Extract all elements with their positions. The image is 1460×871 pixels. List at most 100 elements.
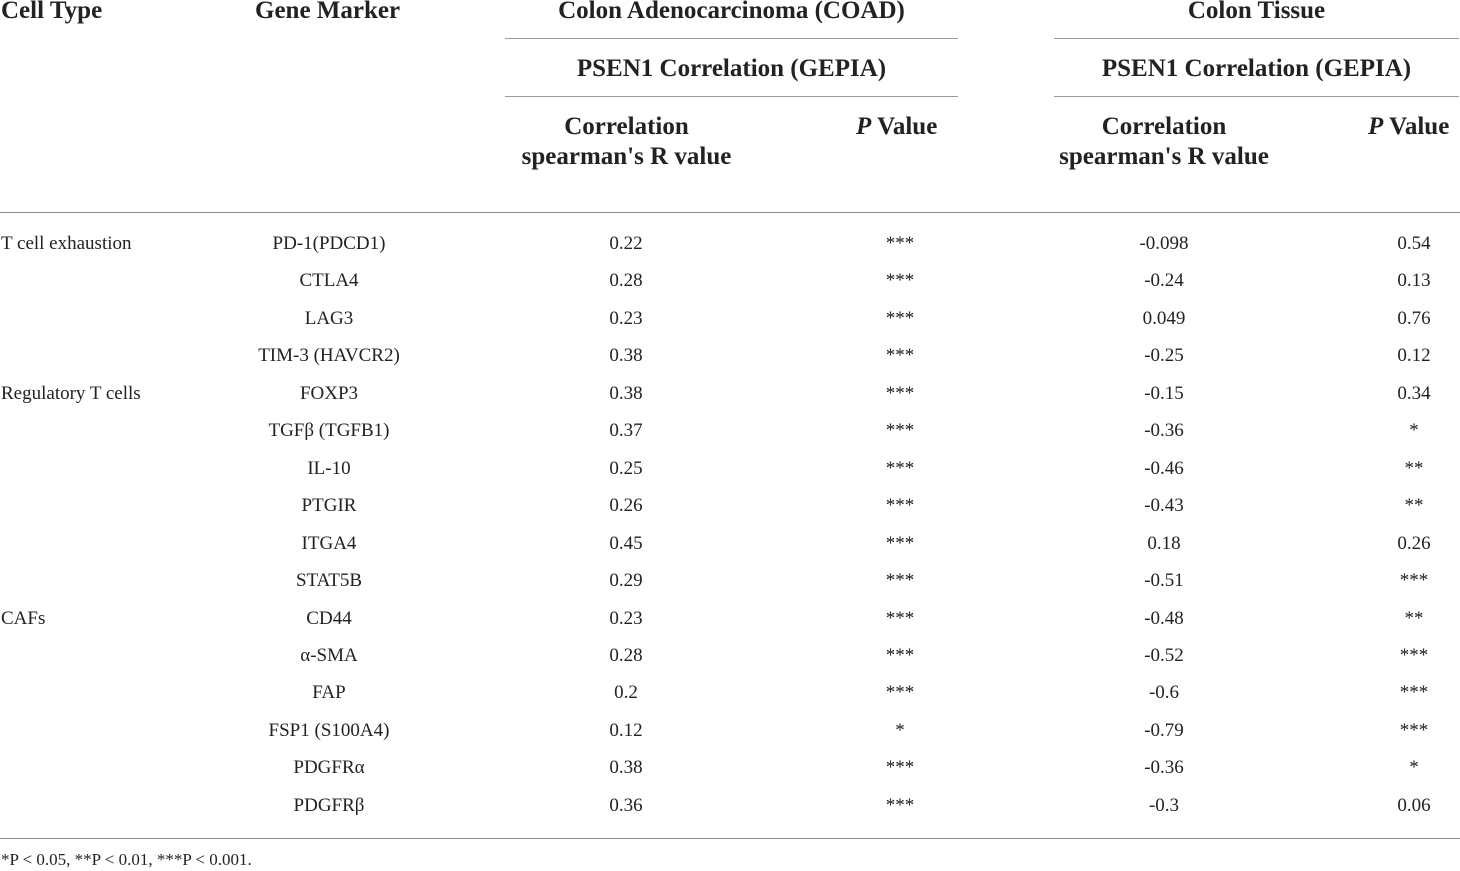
tissue-r-value-cell: -0.36 [1144,420,1184,441]
gene-marker-cell: CD44 [306,608,352,629]
coad-r-value-cell: 0.37 [609,420,643,441]
tissue-r-value-cell: -0.48 [1144,608,1184,629]
coad-r-value-cell: 0.45 [609,533,643,554]
header-gene-marker: Gene Marker [255,0,401,24]
coad-p-value-cell: *** [885,270,915,291]
gene-marker-cell: α-SMA [300,645,358,666]
coad-r-value-cell: 0.2 [614,682,638,703]
footnote: *P < 0.05, **P < 0.01, ***P < 0.001. [1,850,252,869]
header-group1-r-line2: spearman's R value [521,143,732,170]
gene-marker-cell: LAG3 [304,308,354,329]
gene-marker-cell: STAT5B [295,570,363,591]
coad-p-value-cell: *** [885,383,915,404]
coad-r-value-cell: 0.36 [609,795,643,816]
coad-p-value-cell: *** [885,308,915,329]
coad-r-value-cell: 0.28 [609,645,643,666]
tissue-p-value-cell: 0.26 [1397,533,1431,554]
tissue-r-value-cell: -0.46 [1144,458,1184,479]
coad-r-value-cell: 0.38 [609,757,643,778]
coad-r-value-cell: 0.26 [609,495,643,516]
gene-marker-cell: PD-1(PDCD1) [272,233,386,254]
tissue-p-value-cell: *** [1399,645,1429,666]
coad-r-value-cell: 0.23 [609,608,643,629]
coad-r-value-cell: 0.23 [609,308,643,329]
tissue-p-value-cell: *** [1399,720,1429,741]
coad-p-value-cell: *** [885,533,915,554]
tissue-p-value-cell: 0.54 [1397,233,1431,254]
tissue-p-value-cell: ** [1404,608,1424,629]
gene-marker-cell: PTGIR [301,495,357,516]
tissue-r-value-cell: -0.36 [1144,757,1184,778]
coad-p-value-cell: *** [885,495,915,516]
header-group1-p-rest: Value [871,113,938,140]
gene-marker-cell: CTLA4 [299,270,359,291]
tissue-p-value-cell: * [1409,420,1419,441]
tissue-p-value-cell: * [1409,757,1419,778]
coad-p-value-cell: *** [885,570,915,591]
header-group2-p-rest: Value [1383,113,1450,140]
cell-type-cell: Regulatory T cells [1,383,141,404]
tissue-p-value-cell: 0.06 [1397,795,1431,816]
gene-marker-cell: ITGA4 [301,533,357,554]
gene-marker-cell: IL-10 [307,458,351,479]
tissue-r-value-cell: 0.049 [1142,308,1186,329]
gene-marker-cell: FAP [312,682,346,703]
coad-p-value-cell: *** [885,645,915,666]
coad-r-value-cell: 0.29 [609,570,643,591]
coad-p-value-cell: *** [885,420,915,441]
coad-r-value-cell: 0.28 [609,270,643,291]
cell-type-cell: CAFs [1,608,46,629]
tissue-r-value-cell: -0.15 [1144,383,1184,404]
coad-p-value-cell: * [895,720,905,741]
group2-sub-rule [1054,96,1459,97]
gene-marker-cell: FSP1 (S100A4) [268,720,390,741]
tissue-p-value-cell: 0.13 [1397,270,1431,291]
gene-marker-cell: TIM-3 (HAVCR2) [258,345,400,366]
header-group1-sub: PSEN1 Correlation (GEPIA) [576,55,887,82]
header-group2-sub: PSEN1 Correlation (GEPIA) [1101,55,1412,82]
coad-r-value-cell: 0.38 [609,345,643,366]
tissue-r-value-cell: -0.24 [1144,270,1184,291]
cell-type-cell: T cell exhaustion [1,233,132,254]
tissue-p-value-cell: 0.12 [1397,345,1431,366]
header-cell-type: Cell Type [1,0,103,24]
coad-p-value-cell: *** [885,458,915,479]
tissue-p-value-cell: ** [1404,495,1424,516]
header-group2-p-value: P Value [1368,112,1449,142]
tissue-r-value-cell: -0.6 [1148,682,1180,703]
coad-r-value-cell: 0.12 [609,720,643,741]
group2-title-rule [1054,38,1459,39]
gene-marker-cell: FOXP3 [299,383,359,404]
coad-p-value-cell: *** [885,757,915,778]
coad-p-value-cell: *** [885,345,915,366]
table-bottom-rule [0,838,1460,839]
tissue-r-value-cell: -0.52 [1144,645,1184,666]
group1-title-rule [505,38,958,39]
group1-sub-rule [505,96,958,97]
tissue-p-value-cell: *** [1399,682,1429,703]
header-group2-r-line1: Correlation [1101,113,1227,140]
coad-p-value-cell: *** [885,682,915,703]
coad-p-value-cell: *** [885,795,915,816]
gene-marker-cell: PDGFRβ [293,795,365,816]
tissue-r-value-cell: 0.18 [1147,533,1181,554]
header-group1-r-line1: Correlation [564,113,689,140]
coad-r-value-cell: 0.22 [609,233,643,254]
tissue-p-value-cell: ** [1404,458,1424,479]
tissue-r-value-cell: -0.098 [1139,233,1189,254]
coad-r-value-cell: 0.38 [609,383,643,404]
header-group2-p-italic: P [1368,113,1384,140]
coad-r-value-cell: 0.25 [609,458,643,479]
header-group2-title: Colon Tissue [1187,0,1326,24]
tissue-p-value-cell: 0.34 [1397,383,1431,404]
header-group2-r-line2: spearman's R value [1059,143,1269,170]
tissue-p-value-cell: 0.76 [1397,308,1431,329]
tissue-r-value-cell: -0.79 [1144,720,1184,741]
tissue-r-value-cell: -0.51 [1144,570,1184,591]
header-group1-p-value: P Value [856,112,937,142]
gene-marker-cell: PDGFRα [293,757,365,778]
header-bottom-rule [0,212,1460,213]
tissue-r-value-cell: -0.43 [1144,495,1184,516]
tissue-p-value-cell: *** [1399,570,1429,591]
